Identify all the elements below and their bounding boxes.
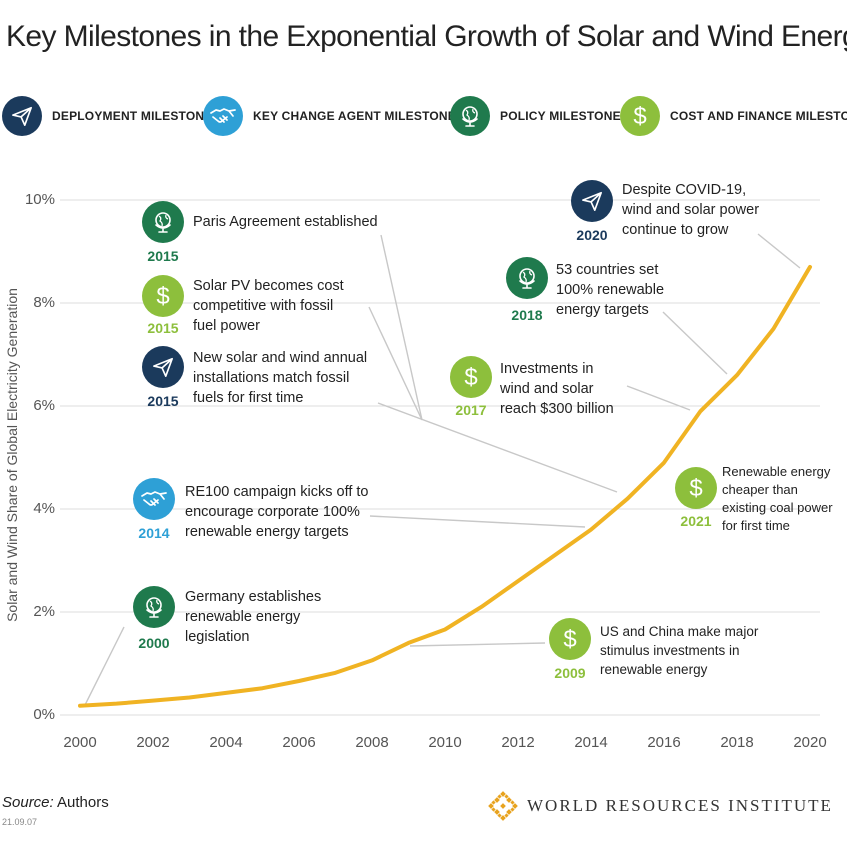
milestone-text: Germany establishes renewable energy leg… (185, 589, 322, 645)
leader-line (757, 233, 801, 269)
x-tick-label: 2010 (428, 734, 462, 751)
y-tick-label: 6% (33, 397, 55, 414)
legend-label: POLICY MILESTONE (500, 109, 621, 123)
milestone-year: 2015 (147, 248, 179, 264)
milestone-year: 2014 (138, 525, 170, 541)
x-tick-label: 2006 (282, 734, 316, 751)
milestone-text: Solar PV becomes cost competitive with f… (193, 278, 344, 334)
svg-text:$: $ (464, 364, 477, 390)
milestone-text: Investments in wind and solar reach $300… (500, 361, 614, 417)
dollar-icon: $ (142, 275, 184, 317)
y-tick-label: 8% (33, 294, 55, 311)
milestone-text: Paris Agreement established (193, 214, 378, 230)
legend-label: COST AND FINANCE MILESTONE (670, 109, 847, 123)
legend-item-deployment: DEPLOYMENT MILESTONE (2, 95, 212, 137)
legend-item-change-agent: KEY CHANGE AGENT MILESTONE (203, 95, 456, 137)
series-line (78, 264, 812, 708)
svg-text:$: $ (633, 103, 646, 129)
milestone-year: 2020 (576, 227, 608, 243)
leader-line (626, 385, 691, 411)
x-tick-label: 2014 (574, 734, 608, 751)
legend-item-finance: $ COST AND FINANCE MILESTONE (620, 95, 847, 137)
svg-text:$: $ (689, 475, 702, 501)
y-tick-label: 2% (33, 603, 55, 620)
x-tick-label: 2000 (63, 734, 97, 751)
leader-line (380, 234, 423, 421)
organization-name: WORLD RESOURCES INSTITUTE (527, 796, 833, 815)
svg-text:$: $ (563, 626, 576, 652)
globe-icon (142, 201, 184, 243)
milestone-year: 2015 (147, 393, 179, 409)
globe-icon (133, 586, 175, 628)
leader-line (368, 306, 423, 421)
milestone-text: Renewable energy cheaper than existing c… (722, 464, 833, 533)
y-tick-label: 0% (33, 706, 55, 723)
handshake-icon (133, 478, 175, 520)
wri-logo-icon (488, 791, 518, 821)
legend-label: DEPLOYMENT MILESTONE (52, 109, 213, 123)
legend-label: KEY CHANGE AGENT MILESTONE (253, 109, 457, 123)
dollar-icon: $ (620, 96, 660, 136)
milestone-text: Despite COVID-19, wind and solar power c… (622, 182, 760, 238)
globe-icon (506, 257, 548, 299)
milestone-year: 2015 (147, 320, 179, 336)
y-tick-label: 10% (24, 191, 55, 208)
milestone-year: 2021 (680, 513, 712, 529)
globe-icon (450, 96, 490, 136)
dollar-icon: $ (450, 356, 492, 398)
x-tick-label: 2020 (793, 734, 827, 751)
leader-line (409, 642, 546, 647)
paper-plane-icon (142, 346, 184, 388)
leader-line (83, 626, 125, 708)
dollar-icon: $ (675, 467, 717, 509)
legend-item-policy: POLICY MILESTONE (450, 95, 621, 137)
organization-logo: WORLD RESOURCES INSTITUTE (487, 790, 833, 822)
handshake-icon (203, 96, 243, 136)
dollar-icon: $ (549, 618, 591, 660)
figure-code: 21.09.07 (2, 817, 38, 827)
y-tick-label: 4% (33, 500, 55, 517)
milestone-text: New solar and wind annual installations … (193, 350, 368, 406)
svg-text:$: $ (156, 283, 169, 309)
milestone-year: 2000 (138, 635, 170, 651)
paper-plane-icon (2, 96, 42, 136)
milestone-text: RE100 campaign kicks off to encourage co… (185, 484, 369, 540)
x-tick-label: 2002 (136, 734, 170, 751)
leader-line (377, 402, 618, 493)
chart-title: Key Milestones in the Exponential Growth… (6, 20, 847, 53)
gridlines (60, 199, 820, 716)
x-tick-label: 2016 (647, 734, 681, 751)
source-note: Source: Authors (2, 794, 109, 811)
leader-line (662, 311, 728, 375)
x-tick-label: 2018 (720, 734, 754, 751)
milestone-text: US and China make major stimulus investm… (600, 624, 759, 677)
milestone-text: 53 countries set 100% renewable energy t… (556, 262, 665, 318)
x-tick-label: 2004 (209, 734, 243, 751)
leader-line (369, 515, 586, 528)
x-tick-label: 2012 (501, 734, 535, 751)
milestone-year: 2017 (455, 402, 487, 418)
milestone-year: 2009 (554, 665, 586, 681)
paper-plane-icon (571, 180, 613, 222)
leader-lines (83, 233, 801, 708)
x-tick-label: 2008 (355, 734, 389, 751)
milestone-year: 2018 (511, 307, 543, 323)
